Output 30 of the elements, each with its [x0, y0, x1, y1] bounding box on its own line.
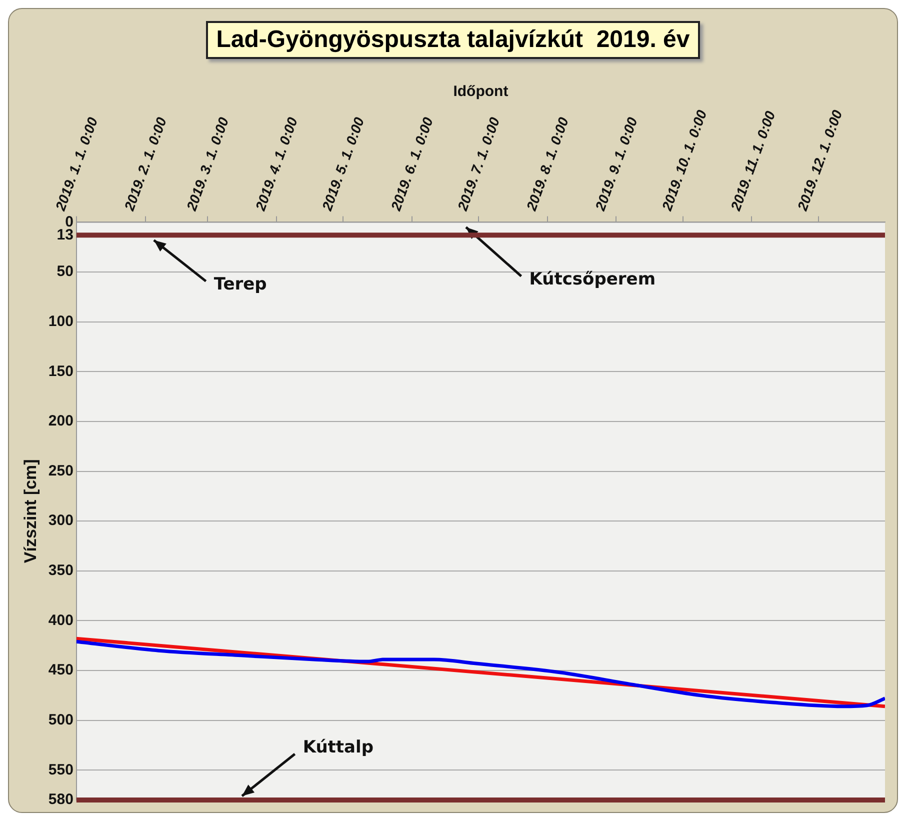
chart-title: Lad-Gyöngyöspuszta talajvízkút 2019. év — [206, 21, 700, 59]
y-tick-label: 200 — [48, 412, 74, 430]
x-tick-label: 2019. 2. 1. 0:00 — [120, 114, 170, 214]
ref-line-label: Kútcsőperem — [529, 270, 656, 290]
ref-line-label: Kúttalp — [302, 737, 374, 758]
x-tick-label: 2019. 7. 1. 0:00 — [454, 114, 503, 214]
x-tick-label: 2019. 10. 1. 0:00 — [658, 108, 710, 214]
y-tick-label: 350 — [48, 562, 74, 580]
x-tick-label: 2019. 3. 1. 0:00 — [182, 114, 232, 214]
x-tick-label: 2019. 9. 1. 0:00 — [592, 114, 640, 214]
y-tick-label: 100 — [48, 312, 74, 330]
x-tick-label: 2019. 12. 1. 0:00 — [794, 108, 846, 214]
y-axis-title: Vízszint [cm] — [20, 459, 40, 564]
x-tick-label: 2019. 4. 1. 0:00 — [252, 114, 301, 214]
ref-line-label: Terep — [214, 274, 267, 295]
x-tick-label: 2019. 11. 1. 0:00 — [727, 108, 778, 214]
y-tick-label: 300 — [48, 512, 74, 530]
y-tick-label: 500 — [48, 711, 74, 728]
y-tick-label: 150 — [48, 362, 74, 380]
y-tick-label: 580 — [48, 791, 74, 808]
y-tick-label: 250 — [48, 462, 74, 480]
x-tick-label: 2019. 1. 1. 0:00 — [52, 114, 101, 214]
x-axis-title: Időpont — [453, 83, 508, 100]
x-tick-label: 2019. 5. 1. 0:00 — [318, 114, 368, 214]
x-tick-label: 2019. 6. 1. 0:00 — [387, 114, 436, 214]
y-tick-label: 50 — [56, 263, 74, 280]
y-tick-label: 450 — [48, 662, 74, 679]
y-tick-label: 400 — [48, 612, 74, 629]
y-tick-label: 550 — [48, 761, 74, 778]
x-tick-label: 2019. 8. 1. 0:00 — [522, 114, 572, 214]
